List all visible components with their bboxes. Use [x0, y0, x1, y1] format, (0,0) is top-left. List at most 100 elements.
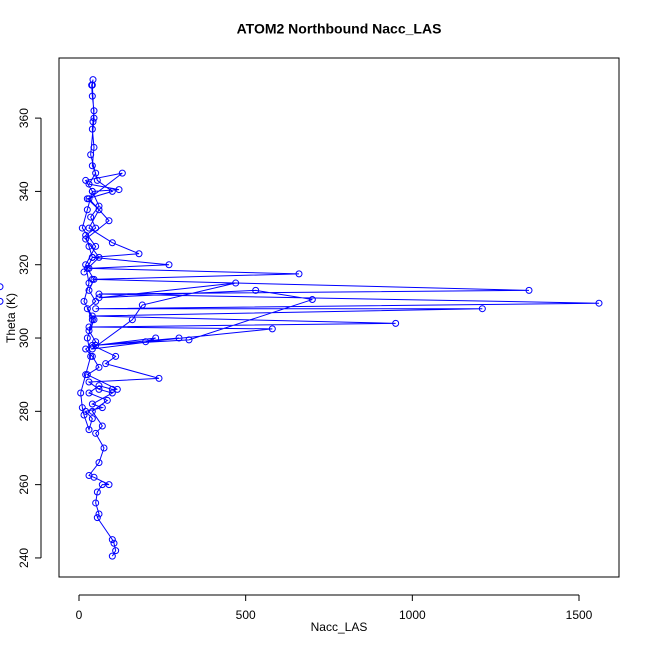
data-point	[295, 270, 303, 278]
data-point	[103, 396, 111, 404]
data-point	[82, 176, 90, 184]
data-point	[83, 206, 91, 214]
data-point	[308, 296, 316, 304]
data-point	[108, 552, 116, 560]
data-point	[95, 206, 103, 214]
data-point	[108, 187, 116, 195]
data-point	[232, 279, 240, 287]
data-point	[88, 81, 96, 89]
data-point	[525, 286, 533, 294]
data-point	[112, 547, 120, 555]
data-point	[113, 385, 121, 393]
data-point	[82, 345, 90, 353]
data-point	[128, 316, 136, 324]
data-point	[105, 217, 113, 225]
data-point	[90, 114, 98, 122]
data-point	[95, 382, 103, 390]
data-point	[155, 374, 163, 382]
data-point	[92, 499, 100, 507]
data-point	[88, 162, 96, 170]
data-point	[98, 404, 106, 412]
data-point	[88, 400, 96, 408]
data-line	[80, 79, 600, 557]
data-point	[185, 336, 193, 344]
data-point	[98, 481, 106, 489]
data-point	[175, 334, 183, 342]
data-point	[85, 471, 93, 479]
data-point	[108, 389, 116, 397]
data-point	[0, 297, 4, 305]
data-point	[82, 371, 90, 379]
y-tick-label: 300	[17, 328, 31, 348]
x-tick-label: 1000	[399, 608, 426, 622]
data-point	[82, 235, 90, 243]
data-point	[89, 118, 97, 126]
data-point	[95, 290, 103, 298]
data-point	[105, 481, 113, 489]
data-point	[85, 426, 93, 434]
y-tick-label: 340	[17, 181, 31, 201]
data-point	[88, 415, 96, 423]
data-point	[85, 327, 93, 335]
y-axis-label: Theta (K)	[4, 293, 18, 343]
data-point	[85, 224, 93, 232]
data-point	[95, 459, 103, 467]
data-point	[85, 195, 93, 203]
y-tick-label: 260	[17, 474, 31, 494]
data-point	[90, 143, 98, 151]
data-point	[135, 250, 143, 258]
data-point	[478, 305, 486, 313]
data-point	[142, 338, 150, 346]
data-point	[82, 231, 90, 239]
data-point	[92, 169, 100, 177]
data-point	[595, 299, 603, 307]
data-point	[88, 341, 96, 349]
data-point	[108, 239, 116, 247]
data-point	[165, 261, 173, 269]
data-point	[87, 151, 95, 159]
data-point	[110, 539, 118, 547]
y-tick-label: 360	[17, 108, 31, 128]
y-tick-label: 280	[17, 401, 31, 421]
plot-box	[58, 57, 620, 578]
data-point	[92, 242, 100, 250]
data-point	[85, 286, 93, 294]
data-point	[90, 316, 98, 324]
data-point	[268, 325, 276, 333]
data-point	[85, 389, 93, 397]
data-point	[112, 352, 120, 360]
data-point	[0, 283, 4, 291]
data-point	[108, 536, 116, 544]
x-tick-label: 0	[76, 608, 83, 622]
data-point	[95, 510, 103, 518]
data-point	[78, 224, 86, 232]
data-point	[95, 385, 103, 393]
data-point	[88, 312, 96, 320]
data-point	[95, 202, 103, 210]
data-point	[95, 363, 103, 371]
data-point	[118, 169, 126, 177]
data-point	[90, 107, 98, 115]
data-point	[87, 213, 95, 221]
data-point	[392, 319, 400, 327]
data-point	[252, 286, 260, 294]
data-point	[85, 242, 93, 250]
data-point	[88, 407, 96, 415]
data-point	[87, 352, 95, 360]
data-point	[92, 224, 100, 232]
data-point	[88, 253, 96, 261]
data-point	[92, 305, 100, 313]
data-point	[82, 261, 90, 269]
chart-title: ATOM2 Northbound Nacc_LAS	[237, 21, 442, 37]
data-point	[88, 125, 96, 133]
x-axis-label: Nacc_LAS	[311, 620, 368, 634]
y-tick-label: 240	[17, 548, 31, 568]
data-point	[78, 404, 86, 412]
data-point	[77, 389, 85, 397]
data-point	[80, 411, 88, 419]
data-point	[88, 92, 96, 100]
data-point	[152, 334, 160, 342]
data-point	[92, 429, 100, 437]
data-point	[98, 422, 106, 430]
y-tick-label: 320	[17, 254, 31, 274]
